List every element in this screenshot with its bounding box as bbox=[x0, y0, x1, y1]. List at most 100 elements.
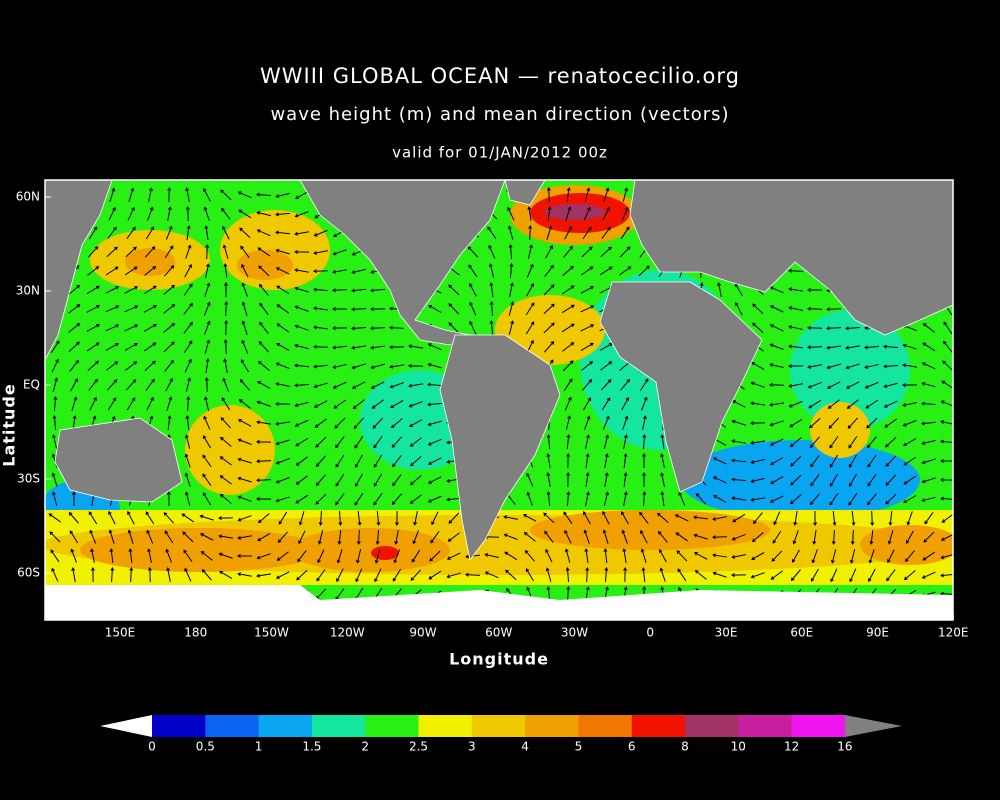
vector bbox=[124, 286, 139, 294]
x-tick-label: 30E bbox=[715, 626, 738, 640]
vector bbox=[583, 529, 590, 544]
vector bbox=[241, 301, 248, 316]
vector bbox=[563, 378, 573, 392]
vector bbox=[335, 473, 345, 487]
vector bbox=[278, 511, 288, 525]
vector bbox=[851, 510, 856, 526]
vector bbox=[105, 305, 120, 313]
vector bbox=[52, 434, 58, 449]
vector bbox=[656, 512, 669, 523]
vector bbox=[354, 492, 364, 506]
vector bbox=[239, 227, 251, 239]
vector bbox=[237, 457, 252, 464]
vector bbox=[199, 514, 214, 521]
vector bbox=[257, 247, 271, 257]
vector bbox=[335, 493, 345, 506]
vector bbox=[294, 383, 310, 388]
vector bbox=[295, 456, 308, 466]
vector bbox=[564, 225, 572, 240]
vector bbox=[792, 530, 799, 545]
vector bbox=[468, 264, 478, 278]
vector bbox=[906, 511, 913, 526]
vector bbox=[53, 396, 58, 412]
vector bbox=[770, 457, 784, 466]
vector bbox=[921, 421, 937, 426]
vector bbox=[294, 401, 309, 408]
vector bbox=[599, 266, 613, 276]
vector bbox=[448, 284, 460, 296]
vector bbox=[355, 549, 362, 564]
vector bbox=[902, 402, 917, 407]
vector bbox=[602, 529, 609, 544]
vector bbox=[712, 476, 727, 484]
vector bbox=[713, 494, 727, 503]
vector bbox=[370, 381, 385, 389]
vector bbox=[357, 510, 362, 526]
vector bbox=[603, 491, 610, 506]
vector bbox=[546, 472, 551, 487]
vector bbox=[315, 455, 326, 467]
vector bbox=[489, 320, 494, 336]
vector bbox=[184, 491, 191, 506]
vector bbox=[503, 515, 518, 520]
vector bbox=[731, 419, 746, 426]
vector bbox=[199, 533, 214, 541]
vector bbox=[642, 453, 646, 469]
vector bbox=[237, 476, 252, 483]
vector bbox=[543, 341, 555, 353]
vector bbox=[809, 493, 820, 506]
vector bbox=[750, 497, 765, 502]
vector bbox=[771, 550, 783, 562]
vector bbox=[546, 187, 551, 203]
vector bbox=[585, 567, 590, 583]
vector bbox=[256, 496, 272, 501]
vector bbox=[373, 436, 383, 449]
vector bbox=[164, 530, 174, 544]
vector bbox=[826, 307, 842, 312]
vector bbox=[543, 512, 555, 524]
vector bbox=[903, 456, 917, 466]
vector bbox=[807, 325, 823, 330]
vector bbox=[105, 324, 120, 332]
vector bbox=[660, 472, 665, 487]
vector bbox=[831, 529, 836, 545]
vector bbox=[181, 513, 195, 523]
vector bbox=[770, 476, 784, 485]
vector bbox=[295, 437, 309, 447]
vector bbox=[165, 548, 173, 563]
vector bbox=[580, 305, 595, 313]
vector bbox=[372, 417, 384, 429]
vector bbox=[623, 434, 628, 449]
vector bbox=[884, 418, 898, 428]
vector bbox=[830, 568, 838, 583]
vector bbox=[867, 436, 877, 449]
vector bbox=[275, 439, 290, 446]
vector bbox=[88, 511, 98, 525]
vector bbox=[224, 301, 229, 317]
vector bbox=[106, 246, 118, 258]
vector bbox=[390, 400, 404, 409]
map-area bbox=[45, 180, 953, 620]
vector bbox=[600, 379, 612, 391]
vector bbox=[411, 549, 421, 563]
vector bbox=[87, 266, 100, 276]
vector bbox=[585, 491, 590, 506]
vector bbox=[467, 246, 479, 258]
vector bbox=[527, 244, 533, 259]
vector bbox=[582, 226, 592, 240]
x-tick-label: 150W bbox=[254, 626, 289, 640]
vector bbox=[353, 417, 365, 429]
vector bbox=[712, 571, 727, 578]
vector bbox=[183, 321, 193, 334]
vector bbox=[223, 358, 228, 373]
vector bbox=[660, 434, 665, 450]
vector bbox=[237, 572, 252, 577]
vector bbox=[642, 415, 647, 430]
colorbar-label: 6 bbox=[628, 740, 636, 754]
vector bbox=[316, 568, 326, 582]
vector bbox=[584, 434, 590, 449]
vector bbox=[90, 548, 95, 563]
vector bbox=[623, 453, 628, 469]
vector bbox=[356, 529, 361, 545]
